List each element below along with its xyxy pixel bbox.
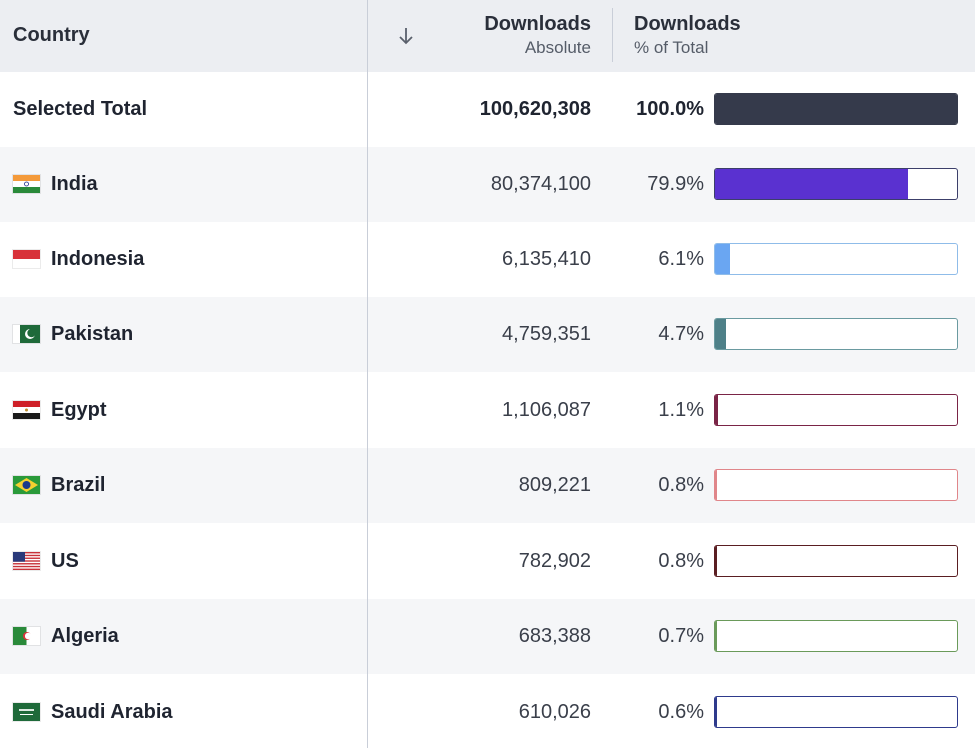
downloads-absolute-title: Downloads <box>484 13 591 35</box>
table-row[interactable]: Pakistan 4,759,351 4.7% <box>0 297 975 372</box>
us-flag-icon <box>13 551 40 570</box>
country-column-header[interactable]: Country <box>13 24 90 46</box>
downloads-absolute-value: 809,221 <box>518 474 591 496</box>
share-bar <box>714 243 958 275</box>
table-row[interactable]: US 782,902 0.8% <box>0 524 975 599</box>
share-bar <box>714 393 958 426</box>
table-row[interactable]: Egypt 1,106,087 1.1% <box>0 373 975 448</box>
downloads-percent-value: 4.7% <box>658 323 704 345</box>
share-bar <box>714 469 958 501</box>
share-bar <box>714 168 958 200</box>
column-divider <box>367 0 368 748</box>
share-bar-fill <box>715 169 908 199</box>
downloads-absolute-value: 1,106,087 <box>502 398 591 421</box>
country-name[interactable]: US <box>51 549 79 572</box>
downloads-absolute-value: 80,374,100 <box>490 173 591 195</box>
selected-total-row: Selected Total 100,620,308 100.0% <box>0 72 975 147</box>
downloads-percent-value: 6.1% <box>658 248 704 270</box>
downloads-percent-value: 0.6% <box>658 700 704 723</box>
country-name[interactable]: Pakistan <box>51 323 134 345</box>
downloads-percent-value: 0.8% <box>658 474 704 496</box>
pakistan-flag-icon <box>13 325 40 343</box>
downloads-percent-subtitle: % of Total <box>634 38 709 57</box>
downloads-absolute-value: 6,135,410 <box>502 248 591 270</box>
egypt-flag-icon <box>13 400 40 419</box>
table-row[interactable]: India 80,374,100 79.9% <box>0 147 975 222</box>
country-name[interactable]: Saudi Arabia <box>51 700 173 723</box>
share-bar-fill <box>715 696 717 727</box>
algeria-flag-icon <box>13 627 40 645</box>
arrow-down-icon[interactable] <box>396 25 416 47</box>
selected-total-label: Selected Total <box>13 98 148 120</box>
share-bar <box>714 318 958 350</box>
india-flag-icon <box>13 175 40 193</box>
country-name[interactable]: India <box>51 173 98 195</box>
brazil-flag-icon <box>13 476 40 494</box>
table-header: Country Downloads Absolute Downloads % o… <box>0 0 975 72</box>
downloads-absolute-value: 610,026 <box>518 700 591 723</box>
downloads-percent-title: Downloads <box>634 13 741 35</box>
downloads-absolute-value: 782,902 <box>518 549 591 572</box>
downloads-absolute-subtitle: Absolute <box>524 38 591 57</box>
downloads-absolute-value: 4,759,351 <box>502 323 591 345</box>
share-bar-fill <box>715 244 730 274</box>
country-name[interactable]: Algeria <box>51 625 119 647</box>
downloads-percent-header[interactable]: Downloads % of Total <box>634 12 741 60</box>
downloads-absolute-header[interactable]: Downloads Absolute <box>484 12 591 60</box>
table-row[interactable]: Brazil 809,221 0.8% <box>0 448 975 523</box>
country-name[interactable]: Indonesia <box>51 248 145 270</box>
selected-total-bar-fill <box>715 94 957 124</box>
downloads-percent-value: 1.1% <box>658 398 704 421</box>
downloads-percent-value: 0.7% <box>658 625 704 647</box>
selected-total-absolute: 100,620,308 <box>479 98 591 120</box>
share-bar <box>714 620 958 652</box>
downloads-percent-value: 79.9% <box>647 173 704 195</box>
share-bar <box>714 695 958 728</box>
indonesia-flag-icon <box>13 250 40 268</box>
table-row[interactable]: Algeria 683,388 0.7% <box>0 599 975 674</box>
downloads-percent-value: 0.8% <box>658 549 704 572</box>
selected-total-bar <box>714 93 958 125</box>
selected-total-percent: 100.0% <box>636 98 704 120</box>
share-bar-fill <box>715 545 717 576</box>
header-separator <box>612 8 613 62</box>
share-bar-fill <box>715 621 717 651</box>
saudi-arabia-flag-icon <box>13 702 40 721</box>
share-bar-fill <box>715 470 717 500</box>
downloads-absolute-value: 683,388 <box>518 625 591 647</box>
table-row[interactable]: Indonesia 6,135,410 6.1% <box>0 222 975 297</box>
country-name[interactable]: Egypt <box>51 398 107 421</box>
share-bar-fill <box>715 319 726 349</box>
share-bar <box>714 544 958 577</box>
country-name[interactable]: Brazil <box>51 474 106 496</box>
table-row[interactable]: Saudi Arabia 610,026 0.6% <box>0 675 975 750</box>
share-bar-fill <box>715 394 718 425</box>
